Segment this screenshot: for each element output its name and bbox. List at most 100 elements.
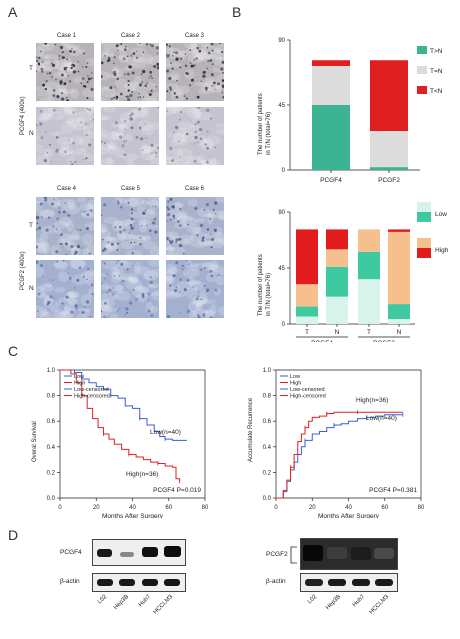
panel-label-b: B <box>232 4 242 20</box>
curve-label-high: High(n=36) <box>356 397 388 404</box>
bar-segment <box>326 266 348 297</box>
bar-segment <box>296 229 318 285</box>
case-label: Case 6 <box>184 186 204 192</box>
x-axis-label: Months After Surgery <box>102 513 164 518</box>
x-tick-label: 80 <box>202 505 209 511</box>
bar-segment <box>370 131 408 168</box>
bar-segment <box>370 167 408 170</box>
p-value: PCGF4 P=0.019 <box>153 487 201 494</box>
y-tick-label: 0 <box>282 322 286 328</box>
legend-label: High <box>435 247 449 254</box>
y-axis-label: in T/N (total=76) <box>266 112 272 155</box>
legend-swatch <box>417 248 431 258</box>
bar-segment <box>296 284 318 307</box>
case-label: Case 2 <box>120 33 140 39</box>
y-tick-label: 0.2 <box>263 470 272 476</box>
y-tick-label: 45 <box>278 266 285 272</box>
lane-label: Hep3B <box>325 594 343 612</box>
bar-segment <box>326 249 348 267</box>
y-tick-label: 1.0 <box>47 368 56 374</box>
bar-segment <box>358 229 380 252</box>
x-tick-label: 40 <box>345 505 352 511</box>
bar-segment <box>326 296 348 324</box>
blot-strip-pcgf4 <box>92 539 186 566</box>
x-axis-label: Months After Surgery <box>318 513 380 518</box>
x-tick-label: 20 <box>93 505 100 511</box>
y-axis-label: Accumulate Recurrence <box>248 397 254 462</box>
y-tick-label: 0.4 <box>263 445 272 451</box>
histology-image <box>36 260 94 318</box>
y-tick-label: 0.2 <box>47 470 56 476</box>
y-tick-label: 0.8 <box>263 394 272 400</box>
y-axis-label: The number of patients <box>258 93 264 155</box>
histology-image <box>36 43 94 101</box>
bar-segment <box>296 306 318 317</box>
curve-label-low: Low(n=40) <box>150 429 181 436</box>
km-curve <box>60 369 187 441</box>
legend-swatch <box>417 86 427 94</box>
x-tick-label: PCGF2 <box>378 177 400 184</box>
bar-segment <box>370 60 408 131</box>
histology-image <box>36 107 94 165</box>
case-label: Case 4 <box>56 186 76 192</box>
km-curve <box>60 369 181 482</box>
histology-image <box>166 197 224 255</box>
group-label: PCGF2 <box>373 340 395 342</box>
bar-segment <box>326 229 348 250</box>
legend-swatch <box>417 202 431 212</box>
legend-label: High <box>74 381 85 387</box>
bar-segment <box>388 319 410 324</box>
y-tick-label: 0.6 <box>47 419 56 425</box>
x-tick-label: N <box>397 329 402 336</box>
row-label-t: T <box>29 222 33 229</box>
bar-segment <box>358 251 380 280</box>
bar-segment <box>388 229 410 232</box>
x-tick-label: 0 <box>58 505 62 511</box>
blot-strip-actin <box>92 573 186 592</box>
x-tick-label: 80 <box>418 505 425 511</box>
legend-label: Low <box>435 211 447 218</box>
curve-label-high: High(n=36) <box>126 471 158 478</box>
x-tick-label: 40 <box>129 505 136 511</box>
panel-label-a: A <box>8 4 18 20</box>
bar-segment <box>388 231 410 305</box>
bar-segment <box>388 304 410 320</box>
x-tick-label: T <box>367 329 371 336</box>
y-tick-label: 0.4 <box>47 445 56 451</box>
bar-segment <box>358 279 380 324</box>
p-value: PCGF4 P=0.381 <box>369 487 417 494</box>
lane-label: Huh7 <box>351 594 367 609</box>
y-tick-label: 90 <box>278 210 285 216</box>
side-label-pcgf2: PCGF2 (400x) <box>20 251 26 290</box>
bracket-mark <box>290 546 297 564</box>
recurrence-curve-chart: 0.0 0.2 0.4 0.6 0.8 1.0 0 20 40 60 80 Months After … <box>248 368 425 518</box>
y-tick-label: 0.0 <box>47 496 56 502</box>
histology-image <box>166 43 224 101</box>
y-tick-label: 1.0 <box>263 368 272 374</box>
x-tick-label: 20 <box>309 505 316 511</box>
histology-image <box>101 197 159 255</box>
legend-swatch <box>417 212 431 222</box>
curve-label-low: Low(n=40) <box>366 415 397 422</box>
case-label: Case 3 <box>184 33 204 39</box>
bar-segment <box>312 66 350 105</box>
legend-label: Low-censored <box>290 387 325 393</box>
y-axis-label: The number of patients <box>258 254 264 316</box>
survival-curve-chart: 0.0 0.2 0.4 0.6 0.8 1.0 0 20 40 60 80 Months After … <box>32 368 209 518</box>
blot-label-pcgf2: PCGF2 <box>266 551 288 558</box>
row-label-t: T <box>29 65 33 72</box>
x-tick-label: 60 <box>381 505 388 511</box>
y-tick-label: 45 <box>278 103 285 109</box>
km-curve <box>276 411 403 499</box>
x-tick-label: N <box>335 329 340 336</box>
bar-segment <box>312 105 350 170</box>
legend-label: High-censored <box>74 394 110 400</box>
km-curve <box>276 414 403 499</box>
y-axis-label: in T/N (total=76) <box>266 273 272 316</box>
x-tick-label: T <box>305 329 309 336</box>
legend-swatch <box>417 46 427 54</box>
blot-strip-pcgf2 <box>300 538 398 570</box>
histology-image <box>166 260 224 318</box>
x-tick-label: PCGF4 <box>320 177 342 184</box>
legend-swatch <box>417 66 427 74</box>
